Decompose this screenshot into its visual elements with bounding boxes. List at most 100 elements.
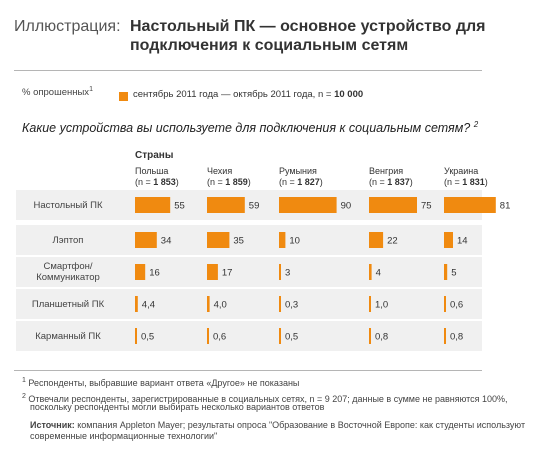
column-header-name: Венгрия — [369, 166, 404, 176]
source-line-1: Источник: компания Appleton Mayer; резул… — [30, 420, 525, 431]
column-header: Чехия (n = 1 859) — [207, 166, 251, 188]
bar — [369, 232, 384, 248]
legend-swatch — [119, 92, 128, 101]
chart-bottom-divider — [14, 370, 482, 371]
row-label: Карманный ПК — [35, 330, 101, 342]
illustration-label: Иллюстрация: — [14, 18, 121, 35]
bar-value-label: 0,8 — [450, 332, 463, 343]
bar-value-label: 10 — [289, 236, 300, 247]
footnote-1-mark: 1 — [22, 377, 26, 384]
bar — [207, 328, 209, 344]
bar-value-label: 81 — [500, 201, 511, 212]
source-label: Источник: — [30, 420, 75, 430]
row-band — [16, 289, 482, 319]
column-header-n: (n = 1 837) — [369, 177, 413, 187]
bar-value-label: 59 — [249, 201, 260, 212]
column-header: Румыния (n = 1 827) — [279, 166, 323, 188]
bar — [279, 328, 281, 344]
column-header-n: (n = 1 853) — [135, 177, 179, 187]
column-header-name: Румыния — [279, 166, 317, 176]
footnote-2-line2: поскольку респонденты могли выбирать нес… — [30, 402, 325, 412]
bar — [135, 328, 137, 344]
bar-value-label: 14 — [457, 236, 468, 247]
bar — [279, 296, 281, 312]
bar-value-label: 0,8 — [375, 332, 388, 343]
bar — [207, 296, 210, 312]
bar — [279, 232, 286, 248]
column-header: Венгрия (n = 1 837) — [369, 166, 413, 188]
bar — [279, 197, 337, 213]
bar — [444, 328, 446, 344]
footnote-1-text: Респонденты, выбравшие вариант ответа «Д… — [28, 378, 300, 388]
bar-value-label: 0,6 — [213, 332, 226, 343]
bar — [207, 264, 218, 280]
column-header: Украина (n = 1 831) — [444, 166, 488, 188]
footnote-2-line1: Отвечали респонденты, зарегистрированные… — [28, 394, 508, 404]
bar-value-label: 5 — [451, 268, 456, 279]
row-label: Планшетный ПК — [31, 298, 105, 310]
bar-value-label: 34 — [161, 236, 172, 247]
unit-footnote-mark: 1 — [89, 86, 93, 93]
row-band — [16, 321, 482, 351]
bar — [135, 264, 146, 280]
bar — [444, 232, 453, 248]
bar — [135, 296, 138, 312]
countries-heading: Страны — [135, 150, 174, 161]
legend-entry: сентябрь 2011 года — октябрь 2011 года, … — [133, 89, 363, 100]
row-label: Лэптоп — [52, 234, 84, 246]
question-footnote-mark: 2 — [473, 120, 479, 129]
row-label: Настольный ПК — [33, 199, 103, 211]
bar-value-label: 4,0 — [214, 300, 227, 311]
page-title: Настольный ПК — основное устройство для … — [130, 18, 486, 54]
bar-value-label: 0,6 — [450, 300, 463, 311]
legend-text: сентябрь 2011 года — октябрь 2011 года, … — [133, 89, 335, 100]
bar-value-label: 75 — [421, 201, 432, 212]
bar — [135, 197, 171, 213]
question-text: Какие устройства вы используете для подк… — [22, 121, 471, 136]
row-band — [16, 257, 482, 287]
bar — [135, 232, 157, 248]
bar — [369, 197, 417, 213]
bar-value-label: 4,4 — [142, 300, 155, 311]
bar-value-label: 0,3 — [285, 300, 298, 311]
bar-value-label: 17 — [222, 268, 233, 279]
source-line-2: современные информационные технологии" — [30, 431, 218, 441]
column-header: Польша (n = 1 853) — [135, 166, 179, 188]
chart-question: Какие устройства вы используете для подк… — [22, 120, 478, 135]
footnote-2: 2 Отвечали респонденты, зарегистрированн… — [22, 391, 508, 405]
column-header-name: Польша — [135, 166, 169, 176]
bar — [369, 328, 371, 344]
column-header-name: Украина — [444, 166, 479, 176]
bar-value-label: 0,5 — [285, 332, 298, 343]
footnote-1: 1 Респонденты, выбравшие вариант ответа … — [22, 375, 299, 389]
column-header-name: Чехия — [207, 166, 233, 176]
bar — [207, 197, 245, 213]
bar-value-label: 16 — [149, 268, 160, 279]
bar-value-label: 35 — [233, 236, 244, 247]
bar — [444, 264, 448, 280]
bar — [444, 296, 446, 312]
legend-n: 10 000 — [334, 89, 364, 100]
bar — [207, 232, 230, 248]
unit-label: % опрошенных1 — [22, 86, 93, 98]
bar — [279, 264, 281, 280]
bar-value-label: 4 — [376, 268, 381, 279]
column-header-n: (n = 1 859) — [207, 177, 251, 187]
bar-value-label: 22 — [387, 236, 398, 247]
bar-value-label: 3 — [285, 268, 290, 279]
bar-value-label: 90 — [341, 201, 352, 212]
bar — [369, 264, 372, 280]
unit-text: % опрошенных — [22, 87, 90, 99]
bar-value-label: 0,5 — [141, 332, 154, 343]
bar-value-label: 55 — [174, 201, 185, 212]
footnote-2-mark: 2 — [22, 393, 26, 400]
column-header-n: (n = 1 827) — [279, 177, 323, 187]
header-divider — [14, 70, 482, 71]
row-band — [16, 225, 482, 255]
row-label: Смартфон/Коммуникатор — [36, 261, 100, 283]
column-header-n: (n = 1 831) — [444, 177, 488, 187]
bar — [369, 296, 371, 312]
bar — [444, 197, 496, 213]
bar-value-label: 1,0 — [375, 300, 388, 311]
